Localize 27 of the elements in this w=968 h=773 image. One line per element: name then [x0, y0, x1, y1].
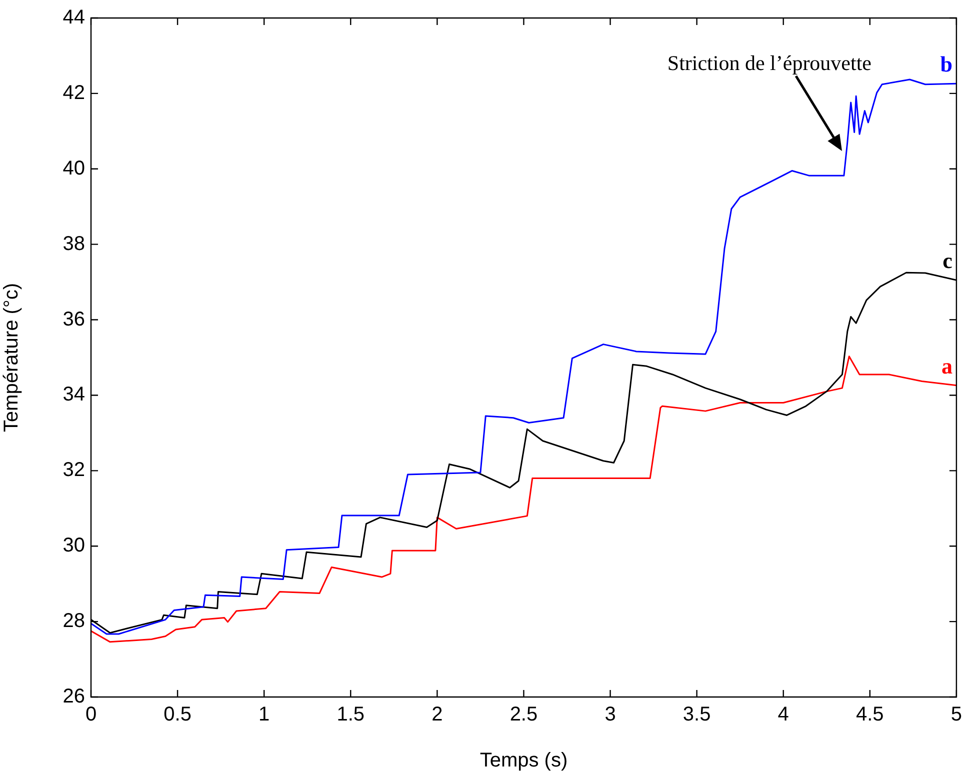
y-tick-label: 44: [62, 6, 85, 29]
y-tick-label: 36: [62, 308, 85, 330]
x-axis-title: Temps (s): [480, 750, 568, 772]
y-tick-label: 30: [62, 534, 85, 557]
y-tick-label: 26: [62, 686, 85, 708]
x-tick-label: 5: [950, 704, 962, 726]
y-tick-label: 32: [62, 459, 85, 482]
y-tick-label: 34: [62, 384, 85, 406]
x-tick-label: 1: [258, 704, 270, 726]
x-tick-label: 2.5: [510, 704, 538, 726]
x-tick-label: 2: [432, 704, 443, 726]
y-tick-label: 40: [62, 157, 85, 180]
y-tick-label: 42: [62, 82, 85, 104]
y-tick-label: 28: [62, 610, 85, 632]
x-tick-label: 0.5: [164, 704, 192, 726]
series-label: a: [941, 353, 952, 378]
x-tick-label: 3.5: [682, 704, 711, 726]
x-tick-label: 3: [604, 704, 616, 726]
y-tick-label: 38: [62, 232, 85, 255]
x-tick-label: 1.5: [336, 704, 365, 726]
x-tick-label: 0: [85, 704, 97, 726]
x-tick-label: 4.5: [856, 704, 884, 726]
x-tick-label: 4: [778, 704, 789, 726]
y-axis-title: Température (°c): [0, 282, 23, 432]
series-label: b: [940, 52, 952, 77]
annotation: Striction de l’éprouvette: [667, 51, 872, 75]
legend-label: c: [942, 248, 953, 274]
